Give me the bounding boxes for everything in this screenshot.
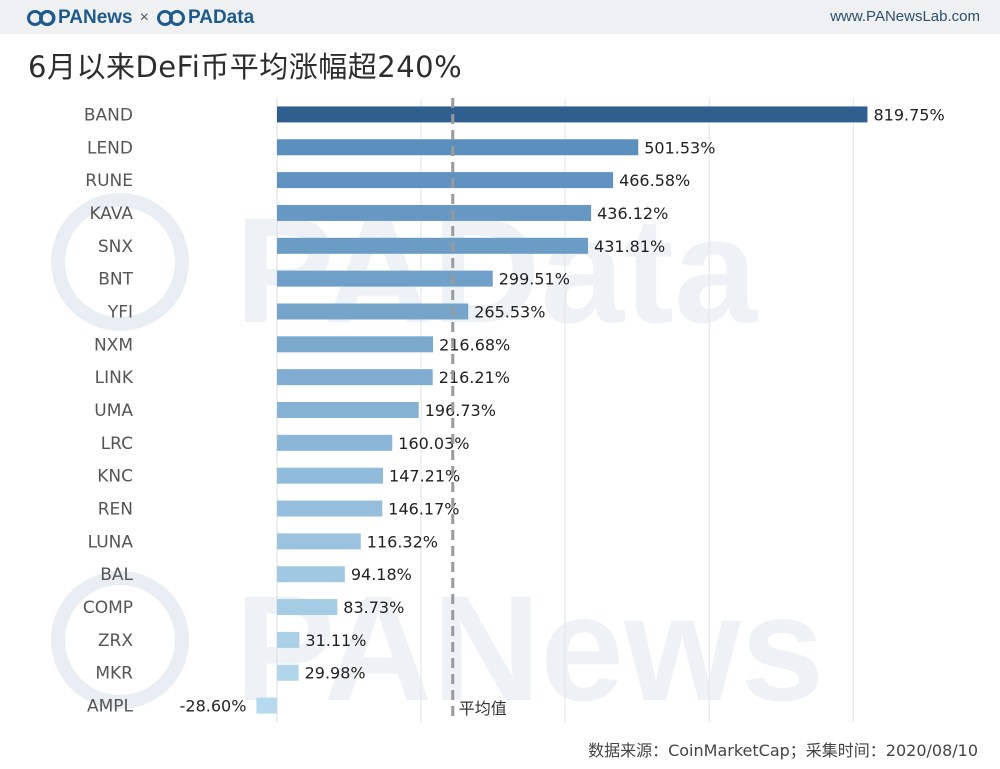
category-label: NXM	[94, 335, 133, 355]
category-label: RUNE	[85, 171, 133, 191]
category-label: REN	[98, 500, 133, 520]
data-label: 160.03%	[398, 434, 469, 453]
bar-rune	[277, 172, 614, 189]
category-label: KNC	[97, 467, 133, 487]
data-label: 299.51%	[499, 270, 570, 289]
data-label: 501.53%	[644, 138, 715, 157]
data-label: 116.32%	[367, 532, 438, 551]
bar-zrx	[277, 631, 300, 648]
bar-kava	[277, 204, 592, 221]
data-label: 216.21%	[439, 368, 510, 387]
padata-logo-icon	[156, 10, 185, 26]
category-label: AMPL	[87, 697, 134, 717]
category-label: MKR	[95, 664, 133, 684]
bar-nxm	[277, 336, 434, 353]
page-title: 6月以来DeFi币平均涨幅超240%	[28, 50, 463, 84]
panews-logo-icon	[27, 10, 56, 27]
category-label: LUNA	[88, 532, 134, 552]
data-label: 29.98%	[305, 664, 366, 683]
data-label: 31.11%	[305, 631, 366, 650]
bar-knc	[277, 467, 384, 484]
bar-ampl	[256, 697, 277, 714]
watermark-text-panews: PANews	[235, 564, 824, 732]
average-line-label: 平均值	[459, 699, 507, 718]
data-label: 431.81%	[594, 237, 665, 256]
category-label: COMP	[83, 598, 133, 618]
site-url[interactable]: www.PANewsLab.com	[830, 8, 980, 25]
category-label: BAL	[100, 565, 133, 585]
data-label: 466.58%	[619, 171, 690, 190]
data-label: 436.12%	[597, 204, 668, 223]
brand-separator: ×	[139, 9, 149, 26]
bar-bal	[277, 566, 345, 583]
bar-comp	[277, 599, 338, 616]
category-label: LEND	[87, 138, 133, 158]
brand-logos: PANews × PAData	[26, 7, 254, 29]
bar-link	[277, 369, 433, 386]
bar-mkr	[277, 664, 299, 681]
bar-yfi	[277, 303, 469, 320]
category-label: YFI	[107, 302, 133, 322]
watermark-logo-icon	[51, 571, 189, 709]
category-label: KAVA	[89, 204, 133, 224]
data-label: 146.17%	[388, 500, 459, 519]
category-label: SNX	[98, 237, 134, 257]
bar-band	[277, 106, 868, 123]
data-label: 216.68%	[439, 335, 510, 354]
category-label: UMA	[94, 401, 133, 421]
category-label: ZRX	[98, 631, 133, 651]
brand-panews: PANews	[58, 7, 133, 28]
category-label: LINK	[95, 368, 134, 388]
category-label: BAND	[84, 105, 133, 125]
top-bar: PANews × PAData www.PANewsLab.com	[0, 0, 1000, 34]
bar-lend	[277, 139, 639, 156]
bar-uma	[277, 402, 419, 418]
data-label: 196.73%	[425, 401, 496, 420]
category-label: LRC	[101, 434, 133, 454]
brand-padata: PAData	[187, 7, 255, 28]
data-source-footer: 数据来源：CoinMarketCap；采集时间：2020/08/10	[588, 741, 978, 760]
bar-snx	[277, 237, 589, 254]
data-label: 147.21%	[389, 467, 460, 486]
category-label: BNT	[98, 270, 133, 290]
data-label: 819.75%	[873, 105, 944, 124]
bar-luna	[277, 533, 361, 550]
bar-bnt	[277, 270, 493, 287]
data-label: -28.60%	[180, 697, 247, 716]
data-label: 94.18%	[351, 565, 412, 584]
data-label: 83.73%	[343, 598, 404, 617]
bar-ren	[277, 500, 383, 517]
watermark-logo-icon	[51, 193, 189, 331]
bar-lrc	[277, 434, 393, 451]
data-label: 265.53%	[474, 302, 545, 321]
